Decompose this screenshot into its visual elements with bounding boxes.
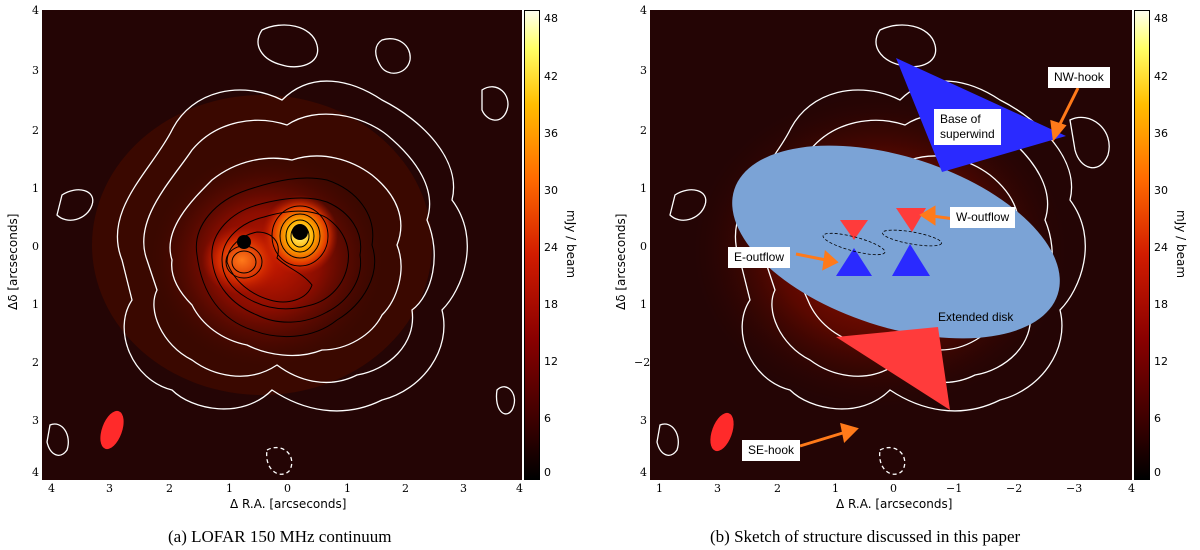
y-tick: 2 — [32, 124, 39, 137]
x-tick: 3 — [106, 482, 113, 495]
cbar-b-tick: 0 — [1154, 466, 1161, 479]
east-nucleus-emission — [202, 225, 282, 295]
y-tick: 4 — [640, 466, 647, 479]
w-outflow-label: W-outflow — [950, 207, 1016, 228]
x-tick: −3 — [1066, 482, 1083, 495]
extended-disk-shape — [732, 145, 1060, 339]
cbar-a-tick: 24 — [544, 241, 558, 254]
y-axis-label: Δδ [arcseconds] — [6, 213, 20, 310]
map-a-svg — [42, 10, 522, 480]
x-tick: 2 — [774, 482, 781, 495]
x-tick: 3 — [714, 482, 721, 495]
cbar-b-tick: 30 — [1154, 184, 1168, 197]
extended-disk-label: Extended disk — [938, 310, 1014, 324]
y-tick: 0 — [32, 240, 39, 253]
superwind-label-line1: Base of — [940, 112, 981, 126]
cbar-b-tick: 48 — [1154, 12, 1168, 25]
y-tick: −2 — [634, 356, 651, 369]
west-nucleus-marker — [292, 224, 308, 240]
cbar-b-tick: 42 — [1154, 70, 1168, 83]
y-tick: 2 — [640, 124, 647, 137]
y-tick: 3 — [32, 414, 39, 427]
x-tick: 2 — [402, 482, 409, 495]
x-tick: 4 — [1128, 482, 1135, 495]
colorbar-a — [524, 10, 540, 480]
colorbar-b — [1134, 10, 1150, 480]
y-tick: 1 — [32, 182, 39, 195]
cbar-b-tick: 12 — [1154, 355, 1168, 368]
cbar-b-tick: 6 — [1154, 412, 1161, 425]
superwind-label: Base of superwind — [934, 109, 1001, 145]
y-tick: 1 — [32, 298, 39, 311]
cbar-a-tick: 12 — [544, 355, 558, 368]
se-hook-label: SE-hook — [742, 440, 801, 461]
x-axis-label: Δ R.A. [arcseconds] — [836, 497, 953, 511]
cbar-a-tick: 30 — [544, 184, 558, 197]
x-tick: 1 — [226, 482, 233, 495]
caption-b: (b) Sketch of structure discussed in thi… — [710, 527, 1021, 546]
east-blue-cone — [836, 248, 872, 276]
east-red-cone — [840, 220, 868, 240]
y-tick: 0 — [640, 240, 647, 253]
black-contours — [195, 177, 376, 338]
structure-sketch-map — [650, 10, 1132, 480]
colorbar-b-label: mJy / beam — [1174, 210, 1188, 279]
white-contours — [46, 24, 516, 475]
y-tick: 4 — [32, 4, 39, 17]
se-red-triangle — [836, 327, 950, 410]
east-nucleus-marker — [237, 235, 251, 249]
y-tick: 4 — [640, 4, 647, 17]
west-red-cone — [896, 208, 926, 232]
colorbar-a-label: mJy / beam — [564, 210, 578, 279]
y-tick: 3 — [640, 64, 647, 77]
x-tick: 1 — [656, 482, 663, 495]
y-tick: 2 — [32, 356, 39, 369]
panel-b: NW-hook Base of superwind W-outflow E-ou… — [600, 0, 1200, 550]
cbar-a-tick: 36 — [544, 127, 558, 140]
x-tick: 0 — [890, 482, 897, 495]
annotation-arrows — [795, 87, 1080, 448]
x-tick: 2 — [166, 482, 173, 495]
map-b-svg — [650, 10, 1132, 480]
cbar-a-tick: 0 — [544, 466, 551, 479]
x-tick: 0 — [284, 482, 291, 495]
x-tick: 4 — [516, 482, 523, 495]
x-tick: 4 — [48, 482, 55, 495]
y-axis-label: Δδ [arcseconds] — [614, 213, 628, 310]
cbar-a-tick: 42 — [544, 70, 558, 83]
beam-ellipse — [710, 412, 734, 452]
beam-ellipse — [100, 410, 124, 450]
x-axis-label: Δ R.A. [arcseconds] — [230, 497, 347, 511]
cbar-a-tick: 48 — [544, 12, 558, 25]
y-tick: 3 — [32, 64, 39, 77]
x-tick: 1 — [344, 482, 351, 495]
caption-a: (a) LOFAR 150 MHz continuum — [168, 527, 392, 546]
superwind-label-line2: superwind — [940, 127, 995, 141]
cbar-a-tick: 6 — [544, 412, 551, 425]
cbar-b-tick: 36 — [1154, 127, 1168, 140]
y-tick: 1 — [640, 298, 647, 311]
y-tick: 3 — [640, 414, 647, 427]
cbar-b-tick: 24 — [1154, 241, 1168, 254]
panel-a: 48 42 36 30 24 18 12 6 0 mJy / beam 4 3 … — [6, 4, 578, 546]
x-tick: 3 — [460, 482, 467, 495]
e-outflow-label: E-outflow — [728, 247, 791, 268]
nw-hook-label: NW-hook — [1048, 67, 1110, 88]
x-tick: 1 — [832, 482, 839, 495]
x-tick: −2 — [1006, 482, 1023, 495]
y-tick: 4 — [32, 466, 39, 479]
west-blue-cone — [892, 244, 930, 276]
cbar-a-tick: 18 — [544, 298, 558, 311]
lofar-continuum-map — [42, 10, 522, 480]
nucleus-dashed-ellipses — [822, 229, 942, 256]
x-tick: −1 — [946, 482, 963, 495]
y-tick: 1 — [640, 182, 647, 195]
cbar-b-tick: 18 — [1154, 298, 1168, 311]
